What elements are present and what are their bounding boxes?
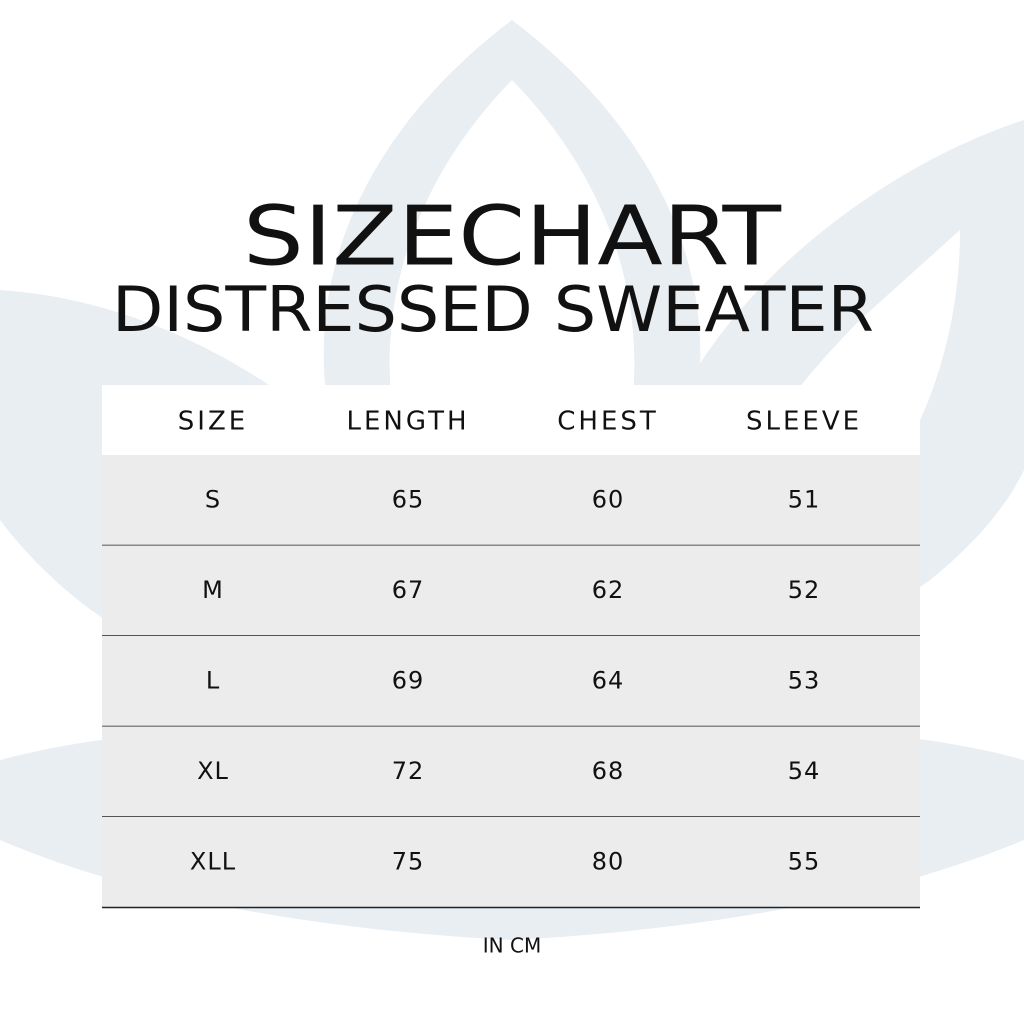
table-row-bg <box>102 545 920 636</box>
table-cell: L <box>206 666 220 694</box>
table-cell: M <box>202 576 224 604</box>
table-cell: 53 <box>788 666 821 694</box>
title: SIZECHART <box>243 189 782 284</box>
table-cell: 55 <box>788 847 821 875</box>
table-row-bg <box>102 455 920 546</box>
table-cell: 54 <box>788 757 821 785</box>
table-cell: 75 <box>392 847 425 875</box>
table-cell: 65 <box>392 485 425 513</box>
table-row-bg <box>102 726 920 817</box>
table-cell: 67 <box>392 576 425 604</box>
table-cell: XLL <box>190 847 236 875</box>
column-header: SIZE <box>178 407 248 437</box>
table-cell: 64 <box>592 666 625 694</box>
table-cell: 52 <box>788 576 821 604</box>
table-cell: 80 <box>592 847 625 875</box>
table-row-bg <box>102 636 920 727</box>
table-cell: XL <box>197 757 229 785</box>
table-cell: 62 <box>592 576 625 604</box>
subtitle: DISTRESSED SWEATER <box>112 273 874 346</box>
table-cell: 69 <box>392 666 425 694</box>
table-cell: 72 <box>392 757 425 785</box>
column-header: LENGTH <box>346 407 469 437</box>
table-cell: S <box>205 485 221 513</box>
column-header: SLEEVE <box>746 407 862 437</box>
table-cell: 51 <box>788 485 821 513</box>
table-cell: 68 <box>592 757 625 785</box>
column-header: CHEST <box>557 407 659 437</box>
footnote: IN CM <box>483 934 541 958</box>
table-row-bg <box>102 817 920 908</box>
table-header-bg <box>102 385 920 455</box>
table-cell: 60 <box>592 485 625 513</box>
